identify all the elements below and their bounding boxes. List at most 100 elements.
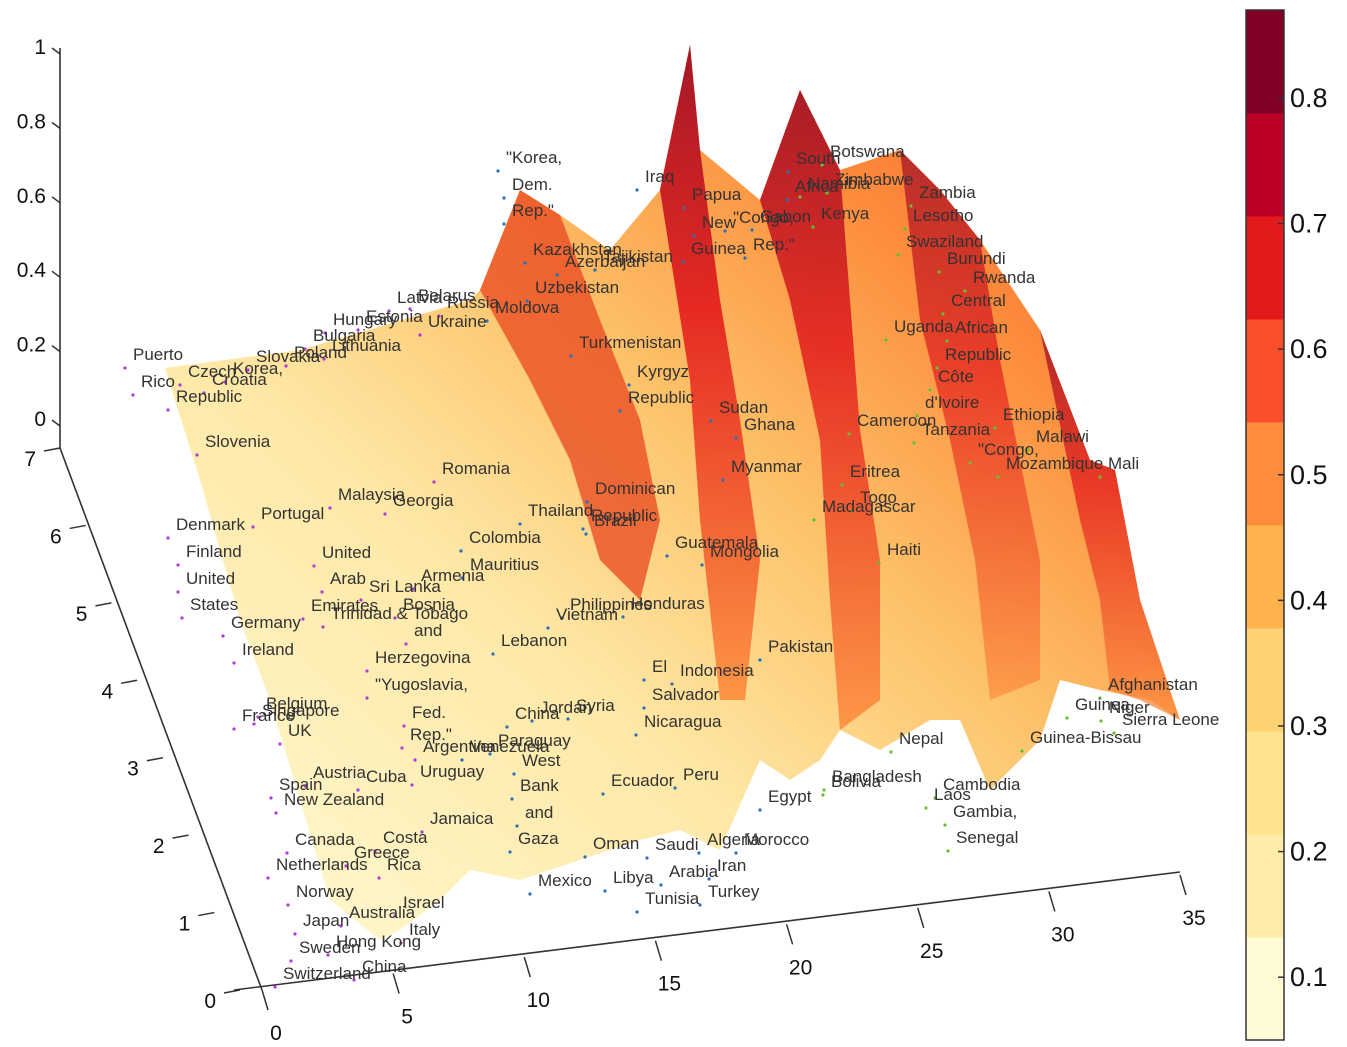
country-dot [432,480,436,484]
ridge-2 [760,90,880,730]
country-label: Rica [387,855,422,874]
z-tick-label: 0 [34,408,46,431]
colorbar-tick-label: 0.7 [1290,209,1328,239]
country-label: Jamaica [430,809,494,828]
x-tick-label: 35 [1182,907,1205,930]
country-label: Burundi [947,249,1006,268]
country-label: Slovakia [256,347,321,366]
country-label: Swaziland [906,232,984,251]
y-tick-mark [69,524,86,530]
country-label: New [702,213,737,232]
country-dot [485,319,489,323]
colorbar-tick-label: 0.3 [1290,711,1328,741]
country-label: Niger [1109,698,1150,717]
country-label: Uzbekistan [535,278,619,297]
country-dot [583,855,587,859]
country-dot [673,786,677,790]
country-dot [223,380,227,384]
x-axis-ticks: 0 5 10 15 20 25 30 35 [261,874,1206,1045]
country-label: Herzegovina [375,648,471,667]
country-dot [933,796,937,800]
colorbar-frame [1245,9,1285,1041]
country-dot [750,228,754,232]
country-dot [202,391,206,395]
country-label: Haiti [887,540,921,559]
country-dot [698,903,702,907]
y-tick-label: 2 [153,835,165,858]
country-label: Tanzania [922,420,991,439]
country-label: Mauritius [470,555,539,574]
country-label: Kenya [821,204,870,223]
country-dot [635,188,639,192]
z-tick-label: 1 [34,36,46,59]
country-label: Kazakhstan [533,240,622,259]
country-label: Brazil [594,511,637,530]
country-dot [993,426,997,430]
x-tick-label: 25 [920,940,943,963]
z-tick-label: 0.6 [17,185,46,208]
country-label: Singapore [262,701,340,720]
x-tick-mark [1179,874,1187,896]
country-dot [502,222,506,226]
country-dot [123,366,127,370]
country-label: France [242,706,295,725]
country-dot [326,953,330,957]
country-dot [303,784,307,788]
country-dot [328,506,332,510]
country-dot [393,914,397,918]
country-dot [266,876,270,880]
x-tick-mark [654,940,663,961]
country-label: Lesotho [913,206,974,225]
x-tick-label: 15 [658,973,681,996]
country-dot [1065,716,1069,720]
country-dot [402,724,406,728]
country-dot [889,750,893,754]
country-dot [700,563,704,567]
country-dot [546,626,550,630]
country-dot [642,706,646,710]
country-dot [166,408,170,412]
z-tick-mark [51,196,61,204]
country-label: Saudi [655,835,698,854]
country-dot [251,525,255,529]
country-dot [530,719,534,723]
country-dot [400,746,404,750]
y-tick-mark [198,911,215,917]
country-dot [692,234,696,238]
country-label: West [522,751,561,770]
country-label: New Zealand [284,790,384,809]
country-label: Czech [188,362,236,381]
country-label: Bangladesh [832,767,922,786]
y-tick-mark [95,602,112,607]
country-label: Trinidad & Tobago [331,604,468,623]
country-dot [1112,731,1116,735]
country-label: Mongolia [710,542,780,561]
country-label: Rep." [410,725,452,744]
country-label: Cambodia [943,775,1021,794]
country-dot [418,333,422,337]
country-dot [555,273,559,277]
country-label: Paraguay [498,731,571,750]
country-label: States [190,595,238,614]
country-label: Papua [692,185,742,204]
country-label: Turkey [708,882,760,901]
country-dot [232,727,236,731]
colorbar-tick-label: 0.8 [1290,83,1328,113]
country-dot [665,554,669,558]
country-dot [352,978,356,982]
y-tick-label: 3 [127,758,139,781]
country-dot [131,393,135,397]
x-tick-label: 0 [270,1022,282,1045]
colorbar-band [1246,216,1284,320]
country-label: South [796,149,840,168]
country-label: Norway [296,882,354,901]
country-label: Estonia [366,307,423,326]
colorbar-band [1246,525,1284,629]
country-dot [303,347,307,351]
country-label: Gaza [518,829,559,848]
country-dot [523,261,527,265]
country-dot [963,289,967,293]
colorbar-band [1246,319,1284,423]
country-dot [256,715,260,719]
country-label: "Congo, [978,440,1039,459]
